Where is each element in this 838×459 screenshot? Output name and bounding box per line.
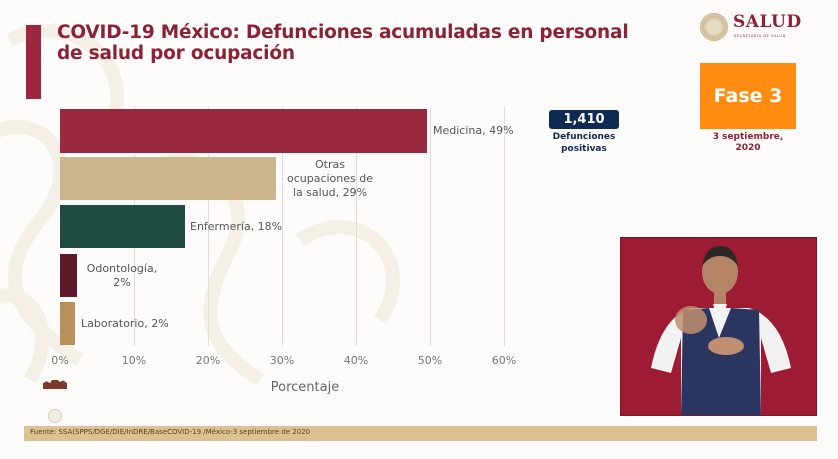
x-tick: 10% [121,354,147,367]
phase-label: Fase 3 [713,85,783,107]
gridline [504,106,505,346]
label-enfermeria: Enfermería, 18% [190,220,283,233]
x-tick: 40% [343,354,369,367]
label-laboratorio: Laboratorio, 2% [81,317,169,330]
x-tick: 50% [417,354,443,367]
logo-subtitle: SECRETARÍA DE SALUD [734,34,786,38]
gridline [282,106,283,346]
phase-date: 3 septiembre, 2020 [712,132,784,153]
label-line: 2% [113,276,131,289]
gridline [356,106,357,346]
conference-logo [40,372,70,424]
page-title: COVID-19 México: Defunciones acumuladas … [57,22,629,64]
kpi-label: Defunciones positivas [552,132,616,154]
interpreter-figure-icon [621,238,816,415]
x-tick: 30% [269,354,295,367]
national-emblem-icon [700,13,728,41]
label-otras-ocupaciones: Otras ocupaciones de la salud, 29% [280,158,380,200]
x-tick: 20% [195,354,221,367]
bar-odontologia [60,254,77,297]
bar-laboratorio [60,302,75,345]
title-accent-bar [26,25,41,99]
label-odontologia: Odontología, 2% [82,262,162,290]
label-line: Otras [315,158,345,171]
salud-logo: SALUD SECRETARÍA DE SALUD [700,12,802,46]
gridline [208,106,209,346]
x-tick: 0% [51,354,69,367]
sign-language-video [620,237,817,416]
x-axis-label: Porcentaje [270,380,340,395]
bar-medicina [60,109,427,153]
label-medicina: Medicina, 49% [433,124,514,137]
bar-chart: Medicina, 49% Otras ocupaciones de la sa… [51,106,517,395]
bar-otras-ocupaciones [60,157,276,200]
x-tick: 60% [491,354,517,367]
gridline [430,106,431,346]
phase-badge: Fase 3 [700,63,796,129]
footer-bar [24,426,817,441]
label-line: ocupaciones de [286,172,374,185]
palace-skyline-icon [43,376,67,389]
seal-icon [48,409,62,423]
label-line: Odontología, [86,262,158,275]
bar-enfermeria [60,205,185,248]
logo-name: SALUD [733,12,802,32]
source-note: Fuente: SSA(SPPS/DGE/DIE/InDRE/BaseCOVID… [30,428,311,436]
kpi-value: 1,410 [549,110,619,129]
label-line: la salud, 29% [292,186,368,199]
